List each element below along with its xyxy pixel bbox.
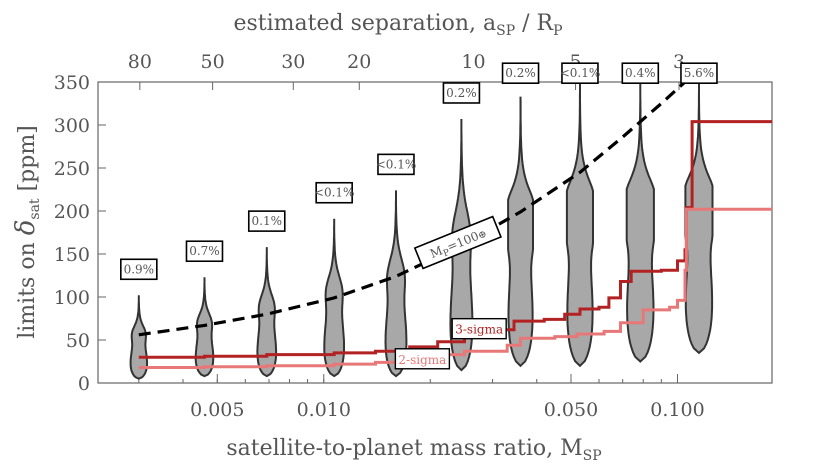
y-tick-label: 50 bbox=[66, 330, 90, 352]
pct-box-2: 0.7% bbox=[185, 240, 224, 263]
pct-box-frame bbox=[120, 258, 158, 281]
pct-box-frame bbox=[442, 82, 481, 104]
pct-box-label: <0.1% bbox=[560, 66, 601, 80]
top-tick-label: 50 bbox=[201, 51, 225, 73]
violin-3 bbox=[256, 247, 278, 378]
pct-box-frame bbox=[621, 62, 660, 85]
top-axis-title-sub2: P bbox=[553, 23, 562, 39]
pct-box-7: 0.2% bbox=[501, 62, 540, 85]
y-tick-label: 250 bbox=[54, 158, 90, 180]
two-sigma-text: 2-sigma bbox=[398, 353, 446, 367]
top-tick-label: 30 bbox=[281, 51, 305, 73]
pct-box-frame bbox=[315, 181, 353, 204]
pct-box-9: 0.4% bbox=[621, 62, 660, 85]
y-axis-title-symbol: δ bbox=[11, 220, 41, 236]
plot-frame bbox=[97, 81, 773, 384]
three-sigma-text: 3-sigma bbox=[455, 323, 503, 337]
pct-box-label: 0.1% bbox=[252, 214, 283, 228]
pct-box-label: 0.2% bbox=[505, 66, 536, 80]
plot-content bbox=[129, 82, 772, 380]
pct-box-label: 0.2% bbox=[446, 86, 477, 100]
mass-curve-label-frame bbox=[413, 215, 502, 270]
mass-label-sub: P bbox=[442, 248, 451, 260]
x-tick-label: 0.100 bbox=[650, 399, 704, 421]
y-tick-label: 150 bbox=[54, 244, 90, 266]
x-tick-label: 0.010 bbox=[297, 399, 351, 421]
pct-box-frame bbox=[501, 62, 540, 85]
pct-box-label: <0.1% bbox=[314, 186, 355, 200]
top-axis-title: estimated separation, aSP / RP bbox=[233, 11, 562, 39]
y-axis-title-suffix: [ppm] bbox=[15, 125, 40, 198]
y-axis-title-sub: sat bbox=[27, 198, 43, 220]
pct-box-4: <0.1% bbox=[314, 181, 355, 204]
y-tick-label: 300 bbox=[54, 115, 90, 137]
pct-box-frame bbox=[561, 62, 599, 85]
mass-label-earth: ⊕ bbox=[477, 229, 489, 242]
violin-9 bbox=[625, 82, 655, 363]
pct-box-6: 0.2% bbox=[442, 82, 481, 104]
pct-box-label: 0.9% bbox=[124, 262, 155, 276]
top-tick-label: 10 bbox=[461, 51, 485, 73]
y-axis-title: limits on δsat [ppm] bbox=[11, 125, 43, 339]
x-tick-label: 0.005 bbox=[190, 399, 244, 421]
top-tick-label: 80 bbox=[128, 51, 152, 73]
pct-box-label: 5.6% bbox=[684, 66, 715, 80]
pct-box-10: 5.6% bbox=[680, 62, 718, 85]
x-axis-title-main: satellite-to-planet mass ratio, M bbox=[226, 436, 582, 461]
mass-label-m: M bbox=[428, 243, 445, 261]
pct-box-5: <0.1% bbox=[376, 153, 417, 176]
two-sigma-frame bbox=[394, 348, 451, 370]
y-tick-label: 100 bbox=[54, 287, 90, 309]
plot-area: 0 50 100 150 200 250 300 350 0.005 0.010 0.050 0.10… bbox=[54, 51, 773, 421]
violin-5 bbox=[384, 190, 408, 378]
pct-box-8: <0.1% bbox=[560, 62, 601, 85]
violin-7 bbox=[507, 96, 534, 368]
two-sigma-label: 2-sigma bbox=[394, 348, 451, 370]
pct-box-label: 0.7% bbox=[189, 244, 220, 258]
x-axis-title-sub: SP bbox=[583, 448, 602, 464]
mass-curve bbox=[138, 82, 687, 337]
y-tick-label: 350 bbox=[54, 72, 90, 94]
top-tick-label: 20 bbox=[347, 51, 371, 73]
top-axis-title-main: estimated separation, a bbox=[233, 11, 496, 36]
series-3-sigma bbox=[138, 120, 772, 359]
pct-box-frame bbox=[680, 62, 718, 85]
three-sigma-label: 3-sigma bbox=[451, 317, 507, 340]
top-axis-title-sub1: SP bbox=[496, 23, 515, 39]
x-tick-label: 0.050 bbox=[544, 399, 598, 421]
series-2-sigma bbox=[138, 207, 772, 369]
pct-box-1: 0.9% bbox=[120, 258, 158, 281]
pct-box-label: <0.1% bbox=[376, 157, 417, 171]
pct-box-frame bbox=[377, 153, 415, 176]
pct-box-label: 0.4% bbox=[625, 66, 656, 80]
pct-box-frame bbox=[247, 210, 286, 232]
top-axis-title-mid: / R bbox=[515, 11, 554, 36]
three-sigma-frame bbox=[451, 317, 507, 340]
pct-box-frame bbox=[185, 240, 224, 263]
y-axis-title-prefix: limits on bbox=[15, 235, 40, 339]
mass-curve-label: MP=100⊕ bbox=[413, 215, 502, 270]
pct-box-3: 0.1% bbox=[247, 210, 286, 232]
x-axis-title: satellite-to-planet mass ratio, MSP bbox=[226, 436, 601, 464]
y-tick-label: 0 bbox=[78, 373, 90, 395]
y-tick-label: 200 bbox=[54, 201, 90, 223]
violin-8 bbox=[565, 82, 594, 368]
